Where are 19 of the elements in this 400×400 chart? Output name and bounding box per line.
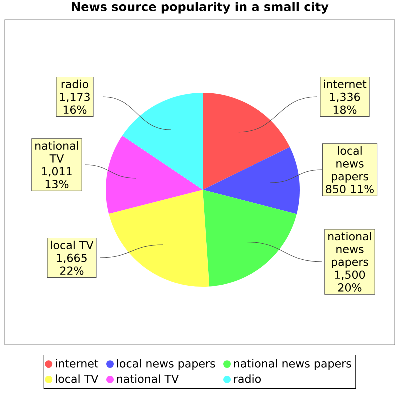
legend-label: local TV [56, 374, 99, 384]
slice-label: national TV [36, 142, 78, 163]
data-label: 1,173 16% [60, 92, 90, 114]
data-label: 850 11% [326, 185, 374, 194]
slice-label: national news papers [328, 232, 372, 268]
legend-label: national news papers [234, 359, 352, 370]
data-label: 1,500 20% [335, 270, 366, 292]
legend-label: internet [56, 359, 99, 368]
slice-label: local TV [51, 240, 94, 250]
legend-label: radio [234, 374, 262, 384]
slice-label: internet [324, 80, 367, 88]
legend-label: local news papers [117, 359, 216, 370]
chart-title: News source popularity in a small city [72, 2, 329, 14]
legend-label: national TV [117, 374, 179, 384]
data-label: 1,336 18% [330, 92, 360, 114]
slice-label: radio [62, 80, 89, 88]
data-label: 1,665 22% [57, 254, 87, 276]
slice-label: local news papers [332, 146, 368, 183]
data-label: 1,011 13% [42, 167, 72, 188]
